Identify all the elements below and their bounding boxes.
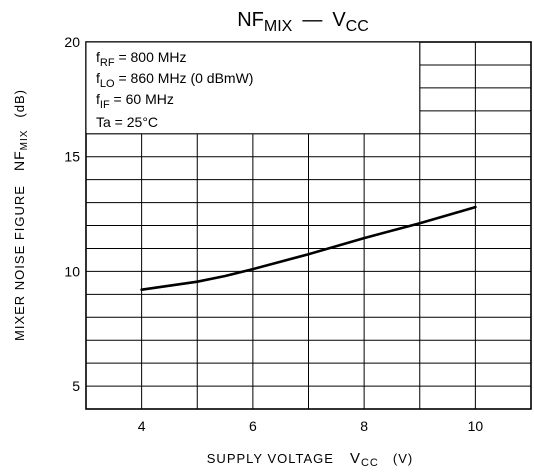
condition-f-if-sub: IF (100, 99, 110, 111)
condition-f-rf-post: = 800 MHz (115, 49, 187, 65)
x-tick-label-8: 8 (360, 418, 368, 434)
condition-f-lo-pre: f (96, 70, 100, 86)
x-tick-label-6: 6 (249, 418, 257, 434)
title-main: NF (237, 9, 264, 31)
conditions-box-bg (85, 41, 421, 135)
x-tick-label-4: 4 (138, 418, 146, 434)
title-main-sub: MIX (264, 18, 293, 35)
y-tick-label-5: 5 (72, 378, 80, 394)
condition-f-if-post: = 60 MHz (110, 91, 174, 107)
condition-ta-pre: Ta = 25°C (96, 114, 158, 130)
y-axis-label-unit: (dB) (12, 89, 27, 118)
series-line (140, 205, 477, 292)
condition-f-if-pre: f (96, 91, 100, 107)
tick-labels: 4 6 8 10 5 10 15 20 (64, 34, 483, 434)
y-axis-label-sym: NF (11, 150, 27, 171)
condition-f-rf-pre: f (96, 49, 100, 65)
y-tick-label-10: 10 (64, 263, 80, 279)
x-axis-label-unit: (V) (393, 451, 413, 466)
condition-f-lo-post: = 860 MHz (0 dBmW) (115, 70, 254, 86)
x-axis-label-sym-sub: CC (361, 457, 379, 469)
y-tick-label-20: 20 (64, 34, 80, 50)
y-axis-label: MIXER NOISE FIGURE NFMIX (dB) (11, 89, 30, 341)
title-sep: — (302, 9, 322, 31)
condition-f-rf-sub: RF (100, 57, 115, 69)
x-axis-label: SUPPLY VOLTAGE VCC (V) (207, 450, 413, 469)
title-var: V (332, 9, 346, 31)
chart-title: NFMIX — VCC (237, 9, 369, 35)
condition-f-if: fIF = 60 MHz (96, 91, 174, 111)
condition-f-rf: fRF = 800 MHz (96, 49, 187, 69)
conditions-box: fRF = 800 MHz fLO = 860 MHz (0 dBmW) fIF… (85, 41, 421, 135)
x-tick-label-10: 10 (468, 418, 484, 434)
condition-f-lo: fLO = 860 MHz (0 dBmW) (96, 70, 253, 90)
y-tick-label-15: 15 (64, 149, 80, 165)
condition-ta: Ta = 25°C (96, 114, 158, 130)
title-var-sub: CC (346, 18, 369, 35)
x-axis-label-text: SUPPLY VOLTAGE (207, 451, 334, 466)
condition-f-lo-sub: LO (100, 78, 115, 90)
x-axis-label-sym: V (350, 450, 361, 467)
y-axis-label-sym-sub: MIX (19, 130, 30, 151)
y-axis-label-text: MIXER NOISE FIGURE (12, 185, 27, 341)
